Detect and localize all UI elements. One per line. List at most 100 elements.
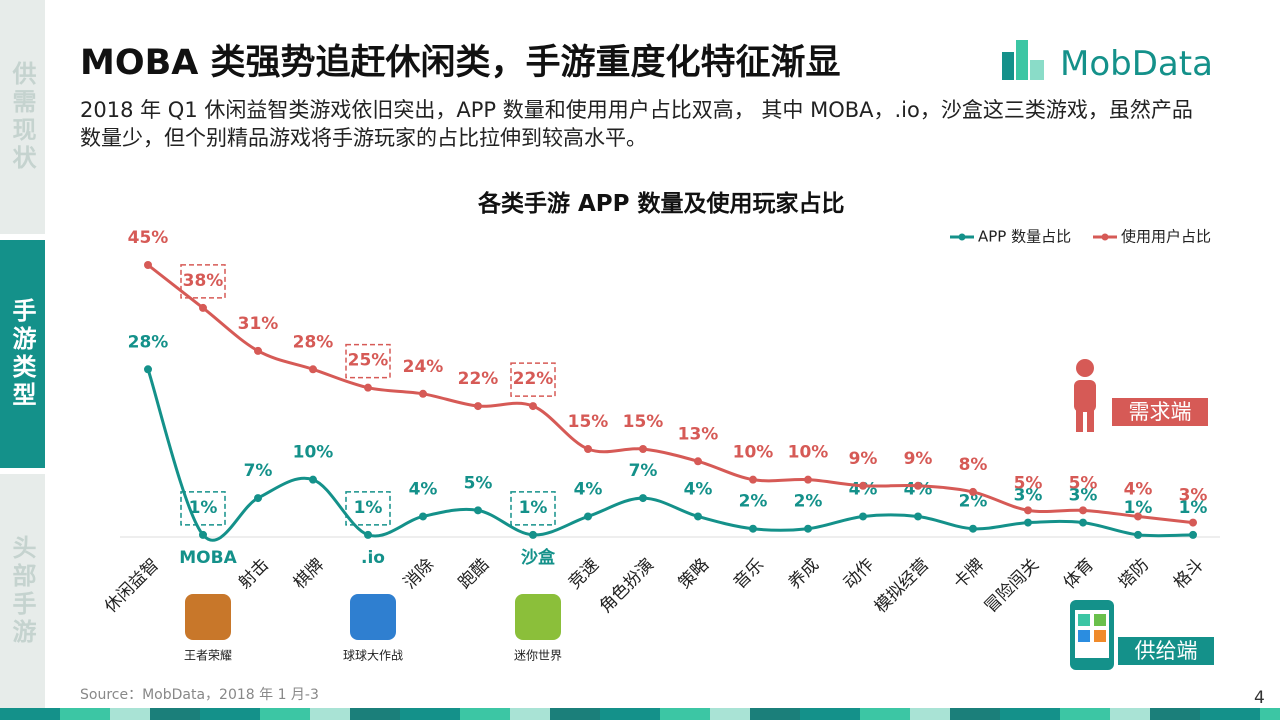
data-label: 9% <box>904 449 933 469</box>
data-point <box>859 481 867 490</box>
data-point <box>1079 518 1087 527</box>
data-label: 22% <box>513 369 554 389</box>
data-label: 28% <box>128 332 169 352</box>
data-point <box>914 481 922 490</box>
demand-badge-bg <box>1112 398 1208 426</box>
data-point <box>419 389 427 398</box>
x-tick-label: 养成 <box>785 555 823 593</box>
chart-title: 各类手游 APP 数量及使用玩家占比 <box>478 191 845 217</box>
highlight-box <box>180 264 226 299</box>
data-point <box>1134 512 1142 521</box>
data-point <box>364 383 372 392</box>
x-tick-label: 冒险闯关 <box>981 555 1043 617</box>
data-point <box>584 445 592 453</box>
x-tick-label: 休闲益智 <box>101 555 163 617</box>
game-icon <box>515 594 561 640</box>
data-point <box>474 402 482 411</box>
x-tick-label: 棋牌 <box>290 555 328 593</box>
data-label: 4% <box>409 479 438 499</box>
x-tick-label: 角色扮演 <box>596 555 658 617</box>
data-point <box>859 512 867 521</box>
phone-icon <box>1070 600 1114 670</box>
data-point <box>199 303 207 312</box>
highlight-box <box>345 491 391 526</box>
game-icon <box>185 594 231 640</box>
data-label: 9% <box>849 449 878 469</box>
x-tick-label: .io <box>361 548 385 568</box>
data-point <box>529 530 537 539</box>
subtitle: 2018 年 Q1 休闲益智类游戏依旧突出，APP 数量和使用用户占比双高， 其… <box>80 98 1193 150</box>
x-tick-label: 射击 <box>235 555 273 593</box>
data-label: 7% <box>244 461 273 481</box>
data-point <box>1189 518 1197 527</box>
data-point <box>254 494 262 503</box>
data-label: 10% <box>788 443 829 463</box>
x-tick-label: 音乐 <box>730 555 768 593</box>
x-tick-label: 格斗 <box>1170 555 1208 593</box>
data-point <box>1024 518 1032 527</box>
data-point <box>1079 506 1087 515</box>
data-label: 10% <box>733 443 774 463</box>
person-icon <box>1074 359 1096 432</box>
data-point <box>969 524 977 533</box>
nav-item[interactable]: 供需现状 <box>0 0 45 234</box>
legend-label: APP 数量占比 <box>978 228 1071 246</box>
data-point <box>199 530 207 539</box>
data-label: 10% <box>293 443 334 463</box>
highlight-box <box>510 362 556 397</box>
data-label: 5% <box>1069 473 1098 493</box>
data-point <box>144 261 152 269</box>
data-label: 45% <box>128 228 169 248</box>
data-point <box>1189 530 1197 539</box>
x-tick-label: 模拟经营 <box>871 555 933 617</box>
x-tick-label: 跑酷 <box>455 555 493 593</box>
data-label: 1% <box>354 498 383 518</box>
data-label: 2% <box>794 492 823 512</box>
data-point <box>309 475 317 484</box>
data-point <box>749 475 757 484</box>
data-point <box>694 457 702 466</box>
data-point <box>969 487 977 496</box>
page-number: 4 <box>1254 688 1265 708</box>
data-point <box>914 512 922 521</box>
data-point <box>529 402 537 411</box>
highlight-box <box>345 343 391 379</box>
x-tick-label: 体育 <box>1060 555 1098 593</box>
data-label: 3% <box>1014 486 1043 506</box>
x-tick-label: 沙盒 <box>521 547 556 568</box>
legend-label: 使用用户占比 <box>1121 228 1211 246</box>
demand-badge: 需求端 <box>1129 400 1192 424</box>
data-label: 5% <box>464 473 493 493</box>
data-point <box>364 530 372 539</box>
data-label: 22% <box>458 369 499 389</box>
data-label: 7% <box>629 461 658 481</box>
data-label: 4% <box>1124 479 1153 499</box>
data-label: 1% <box>1179 498 1208 518</box>
data-label: 15% <box>568 412 609 432</box>
data-label: 31% <box>238 314 279 334</box>
nav-item[interactable]: 头部手游 <box>0 474 45 708</box>
nav-item[interactable]: 手游类型 <box>0 240 45 468</box>
data-label: 4% <box>574 479 603 499</box>
data-point <box>584 512 592 521</box>
data-label: 5% <box>1014 473 1043 493</box>
legend-dot <box>1101 233 1109 241</box>
data-label: 15% <box>623 412 664 432</box>
data-label: 38% <box>183 271 224 291</box>
x-tick-label: 塔防 <box>1115 555 1153 593</box>
logo-icon <box>1002 40 1044 80</box>
data-label: 8% <box>959 455 988 475</box>
data-label: 1% <box>519 498 548 518</box>
game-icon <box>350 594 396 640</box>
data-point <box>804 524 812 533</box>
data-point <box>694 512 702 521</box>
logo-text: MobData <box>1060 44 1213 84</box>
supply-badge: 供给端 <box>1135 639 1198 663</box>
data-label: 1% <box>1124 498 1153 518</box>
highlight-box <box>180 491 226 526</box>
x-tick-label: 卡牌 <box>950 555 988 593</box>
data-label: 28% <box>293 332 334 352</box>
x-tick-label: 消除 <box>400 555 438 593</box>
